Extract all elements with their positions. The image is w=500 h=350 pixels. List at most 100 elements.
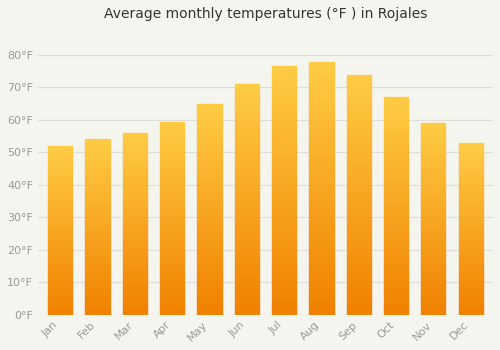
Bar [48, 259, 72, 261]
Bar [421, 146, 446, 148]
Bar [86, 245, 110, 246]
Bar [86, 152, 110, 153]
Bar [234, 126, 259, 128]
Bar [234, 93, 259, 96]
Bar [234, 292, 259, 294]
Bar [198, 308, 222, 310]
Bar [122, 135, 147, 136]
Bar [458, 211, 483, 213]
Bar [122, 278, 147, 280]
Bar [384, 287, 408, 289]
Bar [48, 171, 72, 173]
Bar [310, 87, 334, 89]
Bar [198, 271, 222, 273]
Bar [458, 256, 483, 258]
Bar [234, 248, 259, 250]
Bar [122, 162, 147, 164]
Bar [310, 112, 334, 115]
Bar [86, 176, 110, 178]
Bar [160, 147, 184, 149]
Bar [160, 294, 184, 295]
Bar [234, 176, 259, 179]
Bar [48, 154, 72, 156]
Bar [346, 286, 371, 288]
Bar [48, 273, 72, 274]
Bar [458, 251, 483, 253]
Bar [234, 220, 259, 223]
Bar [421, 194, 446, 196]
Bar [86, 203, 110, 204]
Bar [384, 269, 408, 271]
Bar [458, 280, 483, 282]
Bar [86, 255, 110, 257]
Bar [48, 291, 72, 293]
Bar [122, 295, 147, 296]
Bar [160, 158, 184, 160]
Bar [160, 145, 184, 147]
Bar [48, 283, 72, 285]
Bar [384, 228, 408, 230]
Bar [272, 280, 296, 282]
Bar [198, 245, 222, 247]
Bar [384, 106, 408, 108]
Bar [272, 66, 296, 69]
Bar [310, 92, 334, 94]
Bar [272, 186, 296, 188]
Bar [198, 232, 222, 234]
Bar [86, 262, 110, 264]
Bar [48, 151, 72, 153]
Bar [384, 219, 408, 221]
Bar [234, 202, 259, 204]
Bar [122, 173, 147, 175]
Bar [310, 135, 334, 138]
Bar [384, 160, 408, 162]
Bar [234, 147, 259, 149]
Bar [346, 264, 371, 267]
Bar [421, 261, 446, 263]
Bar [48, 257, 72, 259]
Bar [234, 135, 259, 137]
Bar [122, 280, 147, 282]
Bar [160, 255, 184, 257]
Bar [272, 300, 296, 302]
Bar [122, 195, 147, 197]
Bar [198, 190, 222, 192]
Bar [272, 136, 296, 138]
Bar [421, 307, 446, 309]
Bar [421, 244, 446, 246]
Bar [421, 165, 446, 167]
Bar [160, 292, 184, 294]
Bar [160, 261, 184, 262]
Bar [122, 180, 147, 182]
Bar [346, 122, 371, 125]
Bar [198, 175, 222, 177]
Bar [48, 306, 72, 308]
Bar [310, 201, 334, 203]
Bar [421, 271, 446, 273]
Bar [421, 187, 446, 188]
Bar [421, 259, 446, 261]
Bar [421, 125, 446, 127]
Bar [346, 255, 371, 257]
Bar [160, 230, 184, 232]
Bar [310, 259, 334, 261]
Bar [122, 164, 147, 166]
Bar [86, 281, 110, 283]
Bar [421, 229, 446, 231]
Bar [86, 266, 110, 267]
Bar [346, 233, 371, 236]
Bar [198, 144, 222, 146]
Bar [346, 195, 371, 197]
Bar [122, 175, 147, 177]
Bar [384, 265, 408, 267]
Bar [234, 158, 259, 160]
Bar [346, 226, 371, 228]
Bar [310, 77, 334, 79]
Bar [234, 232, 259, 234]
Bar [48, 313, 72, 315]
Bar [384, 143, 408, 145]
Bar [198, 127, 222, 129]
Bar [86, 259, 110, 260]
Bar [198, 129, 222, 131]
Bar [346, 142, 371, 144]
